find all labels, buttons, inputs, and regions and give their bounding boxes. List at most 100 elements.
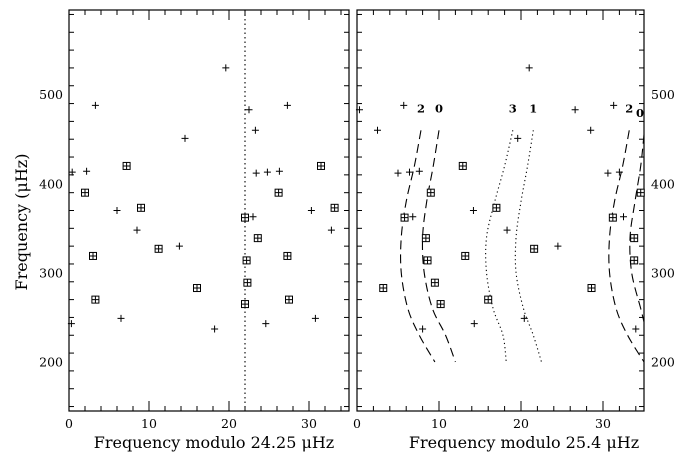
boxed-point: [253, 234, 262, 243]
cross-point: [400, 101, 408, 109]
cross-point: [117, 314, 125, 322]
cross-point: [554, 242, 562, 250]
cross-point: [311, 314, 319, 322]
x-tick-label: 30: [595, 416, 611, 431]
cross-point: [307, 207, 315, 214]
cross-point: [470, 320, 478, 328]
ridge-line: [514, 130, 543, 363]
x-tick-label: 0: [65, 416, 73, 431]
x-tick-label: 0: [353, 416, 361, 431]
cross-point: [275, 167, 283, 175]
cross-point: [632, 325, 640, 333]
y-tick-label-right: 400: [651, 176, 675, 191]
boxed-point: [630, 234, 639, 243]
ridge-label: 3: [509, 101, 517, 115]
ridge-label: 1: [529, 101, 537, 115]
ridge-label: 2: [417, 101, 425, 115]
plot-frame: [68, 9, 350, 412]
boxed-point: [89, 251, 97, 260]
y-tick-label: 200: [39, 354, 63, 369]
cross-point: [113, 207, 121, 214]
boxed-point: [587, 284, 596, 293]
cross-point: [283, 101, 291, 109]
boxed-point: [91, 295, 100, 304]
ridge-line: [421, 130, 456, 363]
x-tick-label: 20: [513, 416, 529, 431]
boxed-point: [379, 284, 388, 293]
cross-point: [249, 213, 257, 221]
y-tick-label-right: 200: [651, 354, 675, 369]
boxed-point: [430, 278, 439, 287]
boxed-point: [484, 295, 493, 304]
boxed-point: [81, 188, 89, 197]
boxed-point: [492, 203, 501, 212]
cross-point: [67, 320, 75, 328]
boxed-point: [400, 213, 409, 222]
cross-point: [68, 168, 76, 176]
cross-point: [620, 213, 627, 221]
y-tick-label: 300: [39, 265, 63, 280]
boxed-point: [241, 300, 249, 309]
boxed-point: [283, 251, 292, 260]
cross-point: [615, 168, 623, 176]
ridge-label: 0: [636, 106, 644, 120]
cross-point: [419, 325, 427, 333]
left-panel: 0 10 20 30 200 300 400 500: [39, 9, 350, 431]
boxed-point: [421, 234, 430, 243]
boxed-point: [636, 188, 645, 197]
x-axis-label-left: Frequency modulo 24.25 μHz: [94, 433, 334, 452]
cross-point: [525, 64, 533, 72]
boxed-point: [330, 203, 339, 212]
cross-point: [83, 167, 91, 175]
cross-point: [91, 101, 99, 109]
cross-point: [211, 325, 219, 333]
boxed-point: [242, 256, 251, 265]
cross-point: [604, 169, 612, 177]
y-tick-label-right: 500: [651, 87, 675, 102]
boxed-point: [243, 278, 252, 287]
cross-point: [245, 106, 253, 114]
boxed-point: [458, 161, 467, 170]
cross-point: [175, 242, 183, 250]
x-tick-label: 30: [301, 416, 317, 431]
x-tick-label: 10: [431, 416, 447, 431]
cross-point: [327, 226, 335, 234]
boxed-point: [423, 256, 432, 265]
x-tick-label: 10: [141, 416, 157, 431]
boxed-point: [608, 213, 617, 222]
ridge-label: 2: [625, 101, 633, 115]
cross-point: [405, 168, 413, 176]
cross-point: [181, 134, 189, 142]
boxed-point: [137, 203, 145, 212]
boxed-point: [285, 295, 293, 304]
cross-point: [469, 207, 477, 214]
y-tick-label-right: 300: [651, 265, 675, 280]
boxed-point: [426, 188, 435, 197]
cross-point: [133, 226, 141, 234]
cross-point: [520, 314, 528, 322]
ridge-line: [608, 130, 645, 363]
cross-point: [222, 64, 230, 72]
cross-point: [503, 226, 511, 234]
boxed-point: [274, 188, 283, 197]
y-tick-label: 500: [39, 87, 63, 102]
cross-point: [571, 106, 579, 114]
cross-point: [374, 126, 381, 134]
y-axis-label: Frequency (μHz): [12, 154, 31, 291]
x-tick-label: 20: [221, 416, 237, 431]
boxed-point: [530, 244, 539, 253]
cross-point: [514, 134, 522, 142]
plot-frame: [356, 9, 645, 412]
boxed-point: [461, 251, 470, 260]
cross-point: [394, 169, 402, 177]
boxed-point: [122, 161, 131, 170]
ridge-line: [485, 130, 514, 363]
y-tick-label: 400: [39, 176, 63, 191]
cross-point: [263, 168, 271, 176]
boxed-point: [630, 256, 639, 265]
cross-point: [355, 106, 363, 114]
boxed-point: [436, 300, 445, 309]
x-axis-label-right: Frequency modulo 25.4 μHz: [409, 433, 639, 452]
